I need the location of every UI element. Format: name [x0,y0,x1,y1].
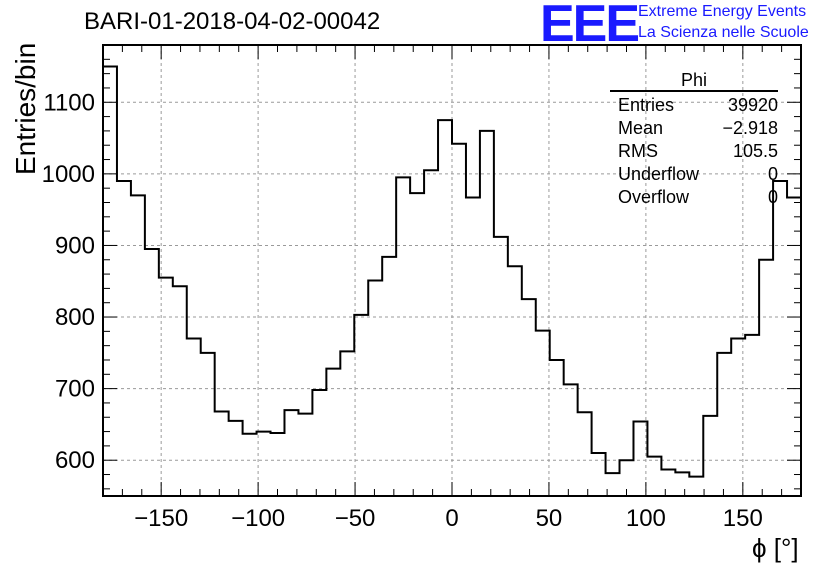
histogram-bin [550,360,564,496]
histogram-bin [480,131,494,496]
eee-logo: EEE [540,0,640,53]
x-tick-label: 0 [445,505,458,532]
histogram-bin [201,353,215,496]
histogram-bin [117,181,131,496]
y-tick-label: 700 [55,376,95,403]
stats-value: 105.5 [732,141,778,161]
y-tick-label: 1000 [42,161,95,188]
histogram-bin [647,457,661,496]
histogram-bin [452,144,466,496]
histogram-bin [312,390,326,496]
histogram-bin [326,369,340,496]
histogram-bin [410,193,424,496]
histogram-bin [606,473,620,496]
histogram-bin [284,410,298,496]
histogram-bin [508,266,522,496]
stats-row-mean: Mean −2.918 [610,117,778,140]
histogram-bin [354,315,368,496]
histogram-bin [494,237,508,496]
x-tick-label: −150 [134,505,188,532]
stats-value: −2.918 [722,118,778,138]
stats-label: RMS [618,141,658,161]
logo-line-1: Extreme Energy Events [638,3,807,20]
histogram-bin [187,339,201,496]
histogram-bin [396,177,410,496]
histogram-bin [633,422,647,496]
y-tick-label: 800 [55,304,95,331]
histogram-bin [536,331,550,496]
histogram-bin [675,472,689,496]
histogram-bin [173,286,187,496]
stats-value: 39920 [727,95,778,115]
stats-value: 0 [767,187,778,207]
histogram-bin [703,416,717,496]
x-tick-label: −50 [335,505,376,532]
stats-box: Phi Entries 39920 Mean −2.918 RMS 105.5 … [610,70,778,209]
histogram-bin [271,433,285,496]
histogram-bin [243,434,257,496]
histogram-bin [340,351,354,496]
chart-title: BARI-01-2018-04-02-00042 [84,8,381,35]
histogram-bin [131,195,145,496]
histogram-bin [229,421,243,496]
histogram-series [103,65,802,478]
x-tick-label: −100 [231,505,285,532]
histogram-bin [382,257,396,496]
stats-row-entries: Entries 39920 [610,94,778,117]
histogram-bin [424,170,438,496]
stats-value: 0 [767,164,778,184]
y-tick-label: 1100 [43,89,95,116]
histogram-bin [466,197,480,496]
stats-row-overflow: Overflow 0 [610,186,778,209]
histogram-bin [787,197,801,496]
stats-row-rms: RMS 105.5 [610,140,778,163]
x-tick-label: 50 [536,505,563,532]
y-tick-label: 900 [55,232,95,259]
histogram-bin [661,470,675,496]
histogram-bin [773,181,787,496]
y-axis-label: Entries/bin [10,42,41,175]
x-tick-label: 150 [723,505,763,532]
stats-label: Mean [618,118,664,138]
logo-line-2: La Scienza nelle Scuole [638,24,809,41]
x-tick-label: 100 [626,505,666,532]
histogram-bin [298,414,312,496]
stats-label: Overflow [618,187,690,207]
stats-row-underflow: Underflow 0 [610,163,778,186]
stats-label: Underflow [618,164,700,184]
histogram-bin [257,432,271,496]
histogram-bin [592,453,606,496]
stats-divider [610,90,778,92]
histogram-bin [578,412,592,496]
stats-title: Phi [680,70,707,90]
histogram-bin [145,249,159,496]
plot-frame [102,44,802,497]
histogram-bin [745,335,759,496]
y-tick-label: 600 [55,447,95,474]
histogram-bin [215,412,229,496]
stats-label: Entries [618,95,675,115]
histogram-bin [689,477,703,496]
histogram-bin [522,299,536,496]
histogram-bin [438,120,452,496]
histogram-bin [564,384,578,496]
histogram-bin [717,353,731,496]
x-axis-label: ϕ [°] [752,533,799,563]
